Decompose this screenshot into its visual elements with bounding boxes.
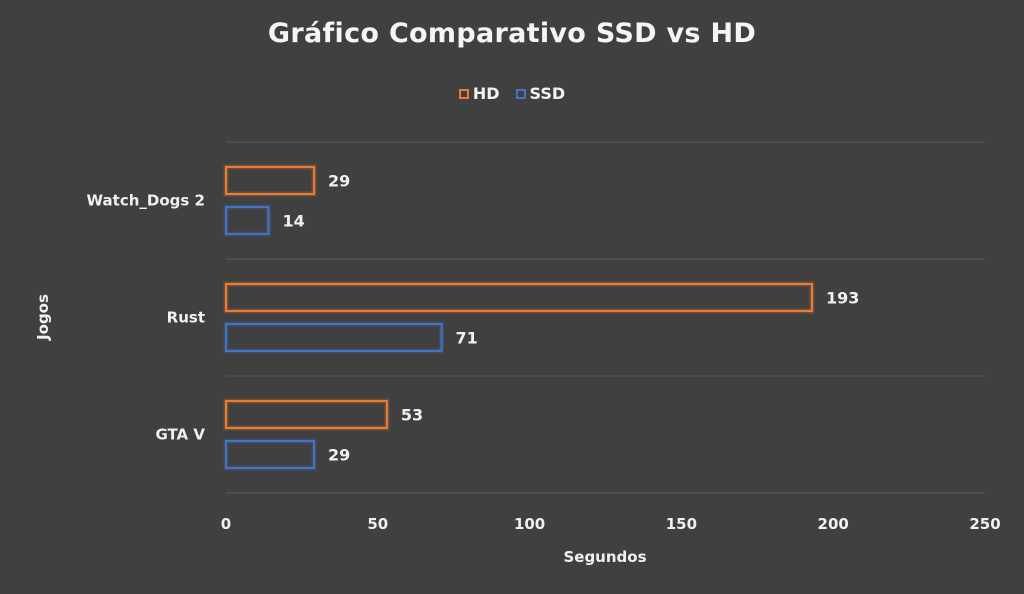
category-label: Rust bbox=[167, 309, 205, 327]
x-tick-label: 100 bbox=[514, 515, 545, 533]
data-label: 71 bbox=[456, 329, 478, 348]
bar-glow-ssd bbox=[223, 321, 445, 354]
legend-label-ssd: SSD bbox=[529, 84, 566, 103]
x-tick-label: 0 bbox=[221, 515, 231, 533]
chart-title: Gráfico Comparativo SSD vs HD bbox=[267, 18, 757, 49]
x-tick-label: 250 bbox=[969, 515, 1000, 533]
bar-hd bbox=[225, 166, 316, 195]
category-label: Watch_Dogs 2 bbox=[87, 192, 205, 210]
bar-glow-ssd bbox=[223, 204, 272, 237]
y-axis-title: Jogos bbox=[34, 294, 52, 341]
legend: HD SSD bbox=[0, 84, 1024, 103]
bar-ssd bbox=[225, 440, 316, 469]
legend-swatch-ssd bbox=[515, 88, 526, 99]
legend-label-hd: HD bbox=[472, 84, 500, 103]
data-label: 29 bbox=[328, 172, 350, 191]
data-label: 29 bbox=[328, 446, 350, 465]
bar-hd bbox=[225, 283, 813, 312]
legend-item-ssd: SSD bbox=[515, 84, 566, 103]
bar-glow-hd bbox=[223, 281, 815, 314]
legend-swatch-hd bbox=[458, 88, 469, 99]
bar-ssd bbox=[225, 206, 270, 235]
bar-hd bbox=[225, 400, 388, 429]
bar-glow-hd bbox=[223, 164, 317, 197]
category-label: GTA V bbox=[155, 426, 205, 444]
legend-item-hd: HD bbox=[458, 84, 500, 103]
bar-ssd bbox=[225, 323, 443, 352]
bar-glow-ssd bbox=[223, 438, 317, 471]
x-tick-label: 50 bbox=[367, 515, 388, 533]
x-axis-title: Segundos bbox=[563, 548, 646, 566]
data-label: 193 bbox=[826, 289, 859, 308]
x-tick-label: 200 bbox=[818, 515, 849, 533]
bar-glow-hd bbox=[223, 398, 390, 431]
data-label: 14 bbox=[283, 212, 305, 231]
x-tick-label: 150 bbox=[666, 515, 697, 533]
data-label: 53 bbox=[401, 406, 423, 425]
